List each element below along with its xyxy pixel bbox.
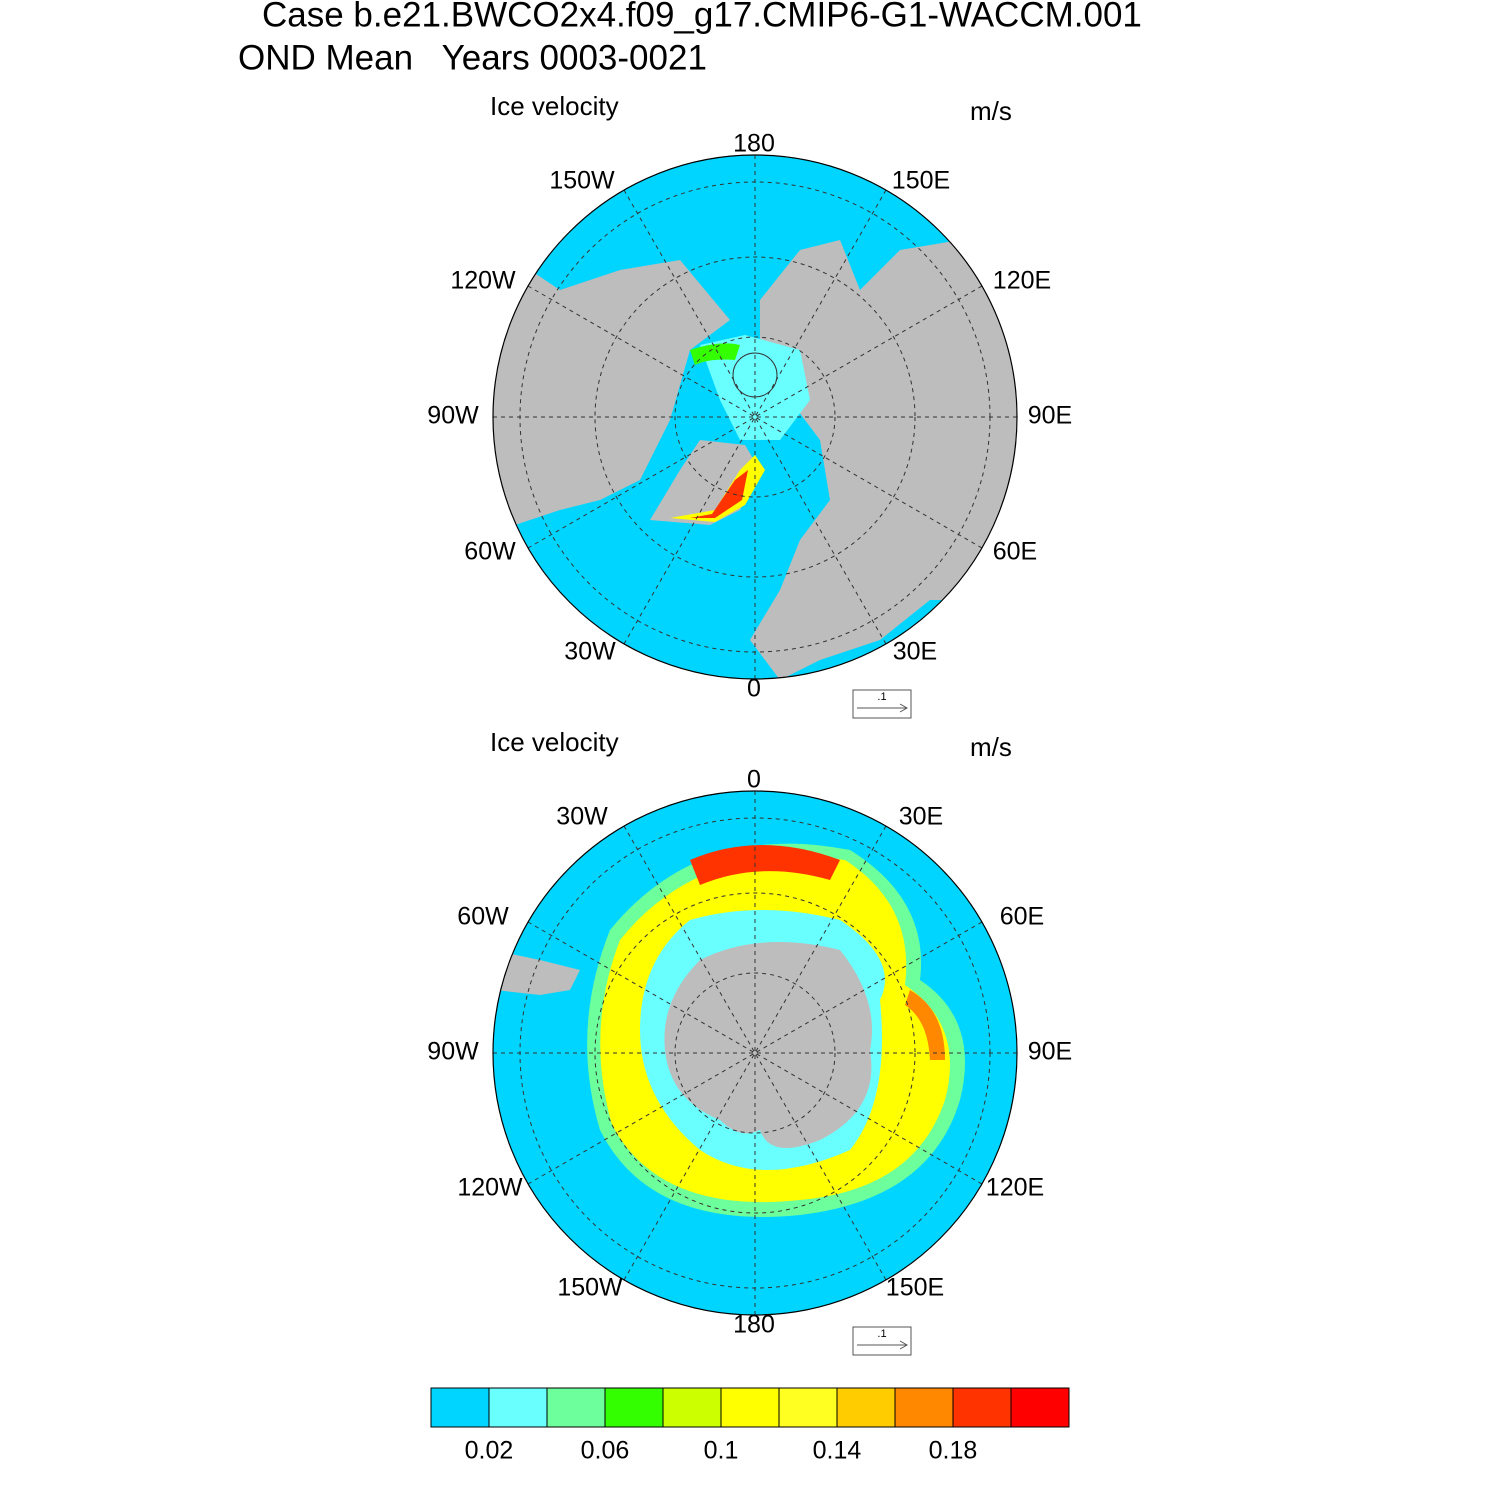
lon-label: 0 (747, 675, 761, 703)
lon-label: 180 (733, 130, 775, 158)
colorbar-box (1010, 1387, 1070, 1428)
lon-label: 60W (464, 538, 516, 566)
lon-label: 150E (892, 167, 950, 195)
lon-label: 120W (450, 267, 516, 295)
ref-vector: .1 (852, 689, 912, 719)
colorbar-box (720, 1387, 780, 1428)
lon-label: 90E (1028, 402, 1072, 430)
antarctic-grid (492, 790, 1018, 1316)
title-line: Case b.e21.BWCO2x4.f09_g17.CMIP6-G1-WACC… (262, 0, 1142, 34)
lon-label: 90W (427, 402, 479, 430)
panel-title: Ice velocity (490, 727, 619, 757)
ref-label: .1 (877, 691, 886, 703)
lon-label: 60W (457, 903, 509, 931)
lon-label: 150E (886, 1274, 944, 1302)
colorbar-box (604, 1387, 664, 1428)
lon-label: 60E (993, 538, 1037, 566)
colorbar-box (430, 1387, 490, 1428)
lon-label: 60E (1000, 903, 1044, 931)
colorbar-tick-label: 0.18 (929, 1437, 978, 1465)
lon-label: 120E (986, 1174, 1044, 1202)
lon-label: 120W (457, 1174, 523, 1202)
colorbar-box (894, 1387, 954, 1428)
lon-label: 30E (893, 638, 937, 666)
colorbar-box (836, 1387, 896, 1428)
antarctic-map (493, 791, 1017, 1315)
ref-vector: .1 (852, 1326, 912, 1356)
colorbar-tick-label: 0.14 (813, 1437, 862, 1465)
ref-label: .1 (877, 1328, 886, 1340)
colorbar-tick-label: 0.02 (465, 1437, 514, 1465)
title-line: OND Mean Years 0003-0021 (238, 38, 707, 77)
colorbar-box (778, 1387, 838, 1428)
lon-label: 30E (899, 803, 943, 831)
lon-label: 180 (733, 1311, 775, 1339)
colorbar-box (546, 1387, 606, 1428)
arctic-grid (492, 154, 1018, 680)
colorbar-tick-label: 0.06 (581, 1437, 630, 1465)
lon-label: 90E (1028, 1038, 1072, 1066)
colorbar-box (488, 1387, 548, 1428)
panel-units: m/s (970, 96, 1012, 126)
lon-label: 0 (747, 766, 761, 794)
lon-label: 90W (427, 1038, 479, 1066)
colorbar-box (662, 1387, 722, 1428)
lon-label: 120E (993, 267, 1051, 295)
colorbar-box (952, 1387, 1012, 1428)
lon-label: 30W (556, 803, 608, 831)
panel-title: Ice velocity (490, 91, 619, 121)
lon-label: 150W (557, 1274, 623, 1302)
panel-units: m/s (970, 732, 1012, 762)
lon-label: 150W (549, 167, 615, 195)
lon-label: 30W (564, 638, 616, 666)
arctic-map (493, 155, 1017, 679)
colorbar-tick-label: 0.1 (704, 1437, 739, 1465)
